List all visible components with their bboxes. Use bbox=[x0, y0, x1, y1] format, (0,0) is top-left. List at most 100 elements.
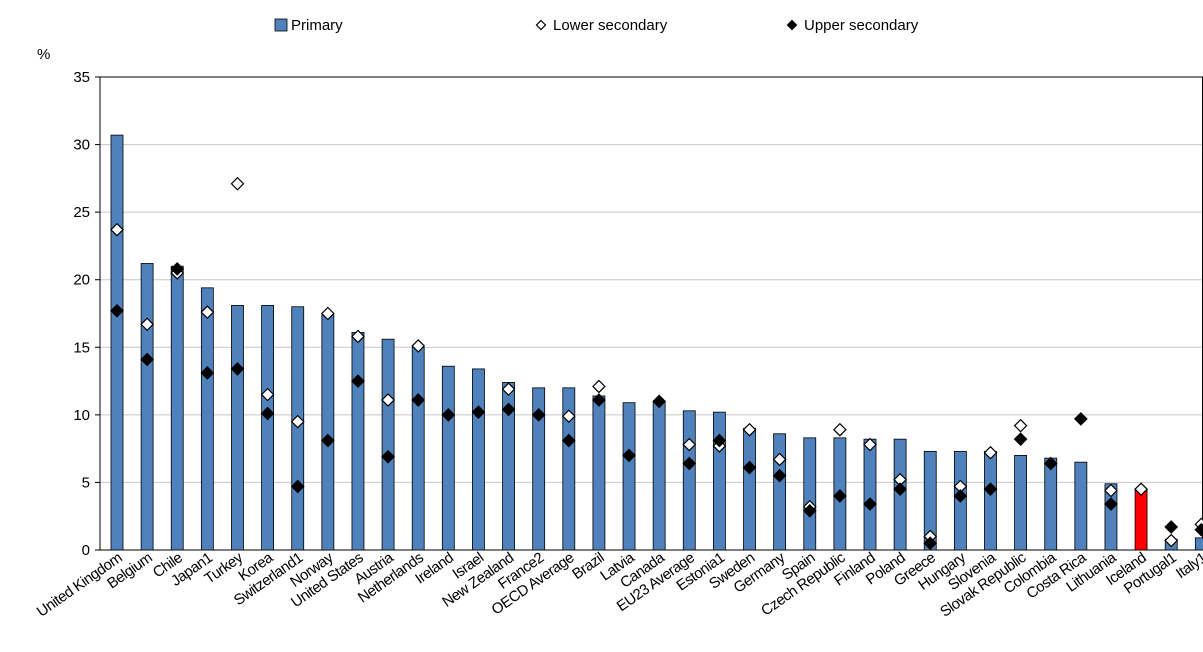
lower-secondary-point bbox=[772, 452, 787, 467]
upper-secondary-point bbox=[923, 536, 938, 551]
bar bbox=[140, 263, 154, 551]
lower-secondary-point bbox=[320, 306, 335, 321]
upper-secondary-point bbox=[320, 433, 335, 448]
upper-secondary-point bbox=[441, 408, 456, 422]
bar bbox=[984, 450, 997, 551]
lower-secondary-point bbox=[833, 422, 847, 437]
lower-secondary-point bbox=[983, 445, 998, 460]
upper-secondary-point bbox=[893, 482, 907, 497]
lower-secondary-point bbox=[742, 422, 757, 437]
y-tick-label: 0 bbox=[82, 542, 90, 559]
legend-swatch-upper-secondary bbox=[786, 19, 798, 31]
upper-secondary-point bbox=[501, 402, 516, 417]
y-tick-label: 5 bbox=[82, 474, 90, 491]
legend-swatch-lower-secondary bbox=[535, 19, 547, 31]
bar bbox=[170, 265, 184, 551]
bar bbox=[622, 402, 636, 551]
legend-label-primary: Primary bbox=[291, 17, 343, 34]
upper-secondary-point bbox=[170, 262, 185, 276]
upper-secondary-point bbox=[290, 479, 305, 494]
bar bbox=[1044, 457, 1058, 551]
lower-secondary-point bbox=[1134, 482, 1148, 497]
upper-secondary-point bbox=[652, 394, 667, 409]
upper-secondary-point bbox=[682, 456, 697, 471]
lower-secondary-point bbox=[200, 305, 215, 319]
bar bbox=[411, 346, 425, 551]
upper-secondary-point bbox=[863, 497, 877, 511]
upper-secondary-point bbox=[953, 489, 968, 503]
legend-label-upper-secondary: Upper secondary bbox=[804, 17, 919, 34]
upper-secondary-point bbox=[1073, 412, 1088, 426]
bar bbox=[682, 410, 696, 551]
bar bbox=[441, 365, 455, 551]
legend-swatch-primary bbox=[274, 18, 288, 32]
bar bbox=[652, 402, 666, 551]
bar bbox=[1014, 454, 1027, 551]
bar bbox=[562, 387, 576, 551]
bar bbox=[472, 368, 485, 551]
bar bbox=[773, 433, 787, 551]
category-label: Italy1 bbox=[1173, 549, 1203, 582]
lower-secondary-point bbox=[110, 222, 124, 237]
upper-secondary-point bbox=[260, 406, 275, 421]
bar bbox=[863, 438, 877, 551]
upper-secondary-point bbox=[1043, 456, 1058, 471]
lower-secondary-point bbox=[1104, 483, 1118, 498]
bar bbox=[1134, 488, 1148, 551]
upper-secondary-point bbox=[772, 468, 787, 483]
y-tick-label: 35 bbox=[73, 69, 90, 86]
lower-secondary-point bbox=[411, 339, 426, 353]
lower-secondary-point bbox=[682, 437, 697, 452]
upper-secondary-point bbox=[230, 362, 245, 376]
lower-secondary-point bbox=[501, 382, 516, 397]
bar bbox=[381, 338, 395, 551]
bar bbox=[110, 134, 124, 551]
upper-secondary-point bbox=[140, 352, 154, 367]
upper-secondary-point bbox=[200, 366, 215, 380]
lower-secondary-point bbox=[260, 387, 275, 402]
bar bbox=[200, 287, 214, 551]
lower-secondary-point bbox=[140, 317, 154, 332]
upper-secondary-point bbox=[561, 433, 576, 448]
bar bbox=[803, 437, 817, 551]
upper-secondary-point bbox=[381, 449, 395, 464]
lower-secondary-point bbox=[1013, 418, 1028, 433]
bar bbox=[351, 332, 365, 551]
lower-secondary-point bbox=[290, 414, 305, 429]
upper-secondary-point bbox=[712, 433, 727, 448]
bar bbox=[1074, 461, 1088, 551]
bar bbox=[1194, 537, 1203, 551]
upper-secondary-point bbox=[531, 408, 546, 422]
upper-secondary-point bbox=[742, 460, 757, 475]
bar bbox=[592, 395, 606, 551]
bar bbox=[743, 427, 756, 551]
bar bbox=[321, 314, 335, 551]
bar bbox=[261, 304, 275, 551]
upper-secondary-point bbox=[1164, 520, 1179, 534]
upper-secondary-point bbox=[1013, 432, 1028, 447]
upper-secondary-point bbox=[351, 374, 365, 388]
bar bbox=[532, 387, 546, 551]
upper-secondary-point bbox=[983, 482, 998, 497]
upper-secondary-point bbox=[1194, 522, 1203, 537]
bar bbox=[713, 411, 726, 551]
y-tick-label: 30 bbox=[73, 137, 90, 154]
lower-secondary-point bbox=[230, 176, 245, 191]
y-tick-label: 20 bbox=[73, 272, 90, 289]
lower-secondary-point bbox=[351, 329, 365, 344]
y-tick-label: 25 bbox=[73, 204, 90, 221]
upper-secondary-point bbox=[471, 405, 486, 420]
y-tick-label: 15 bbox=[73, 339, 90, 356]
lower-secondary-point bbox=[592, 379, 606, 394]
lower-secondary-point bbox=[863, 437, 877, 452]
upper-secondary-point bbox=[802, 503, 817, 518]
upper-secondary-point bbox=[592, 393, 606, 407]
lower-secondary-point bbox=[561, 409, 576, 424]
bar bbox=[231, 304, 244, 551]
legend-label-lower-secondary: Lower secondary bbox=[553, 17, 668, 34]
lower-secondary-point bbox=[1164, 533, 1179, 548]
upper-secondary-point bbox=[1104, 497, 1118, 511]
upper-secondary-point bbox=[833, 489, 847, 503]
upper-secondary-point bbox=[411, 393, 426, 407]
